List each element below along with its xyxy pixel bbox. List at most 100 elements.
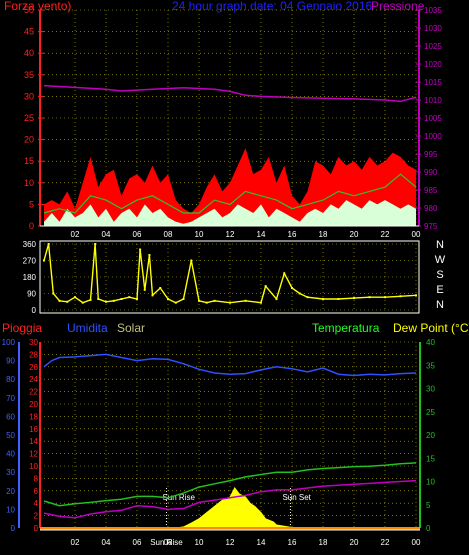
wind-light-area (44, 200, 416, 226)
humidity-axis-tick: 10 (29, 462, 38, 471)
temp-x-tick: 16 (288, 538, 297, 547)
rain-axis-tick: 20 (6, 487, 15, 496)
direction-axis-tick: 270 (23, 257, 37, 266)
wind-x-tick: 06 (133, 230, 142, 239)
humidity-line (43, 353, 417, 377)
temperature-header: Temperatura (312, 321, 380, 335)
humidity-axis-tick: 8 (34, 474, 39, 483)
direction-point (353, 297, 355, 300)
humidity-axis-tick: 14 (29, 437, 38, 446)
temperature-axis-tick: 30 (426, 385, 435, 394)
humidity-axis-tick: 0 (34, 524, 39, 533)
rain-axis-tick: 90 (6, 357, 15, 366)
humidity-header: Umidita (67, 321, 108, 335)
direction-point (97, 298, 100, 300)
rain-baseline (40, 527, 420, 530)
wind-axis-tick: 5 (29, 199, 34, 209)
direction-point (139, 248, 142, 251)
pressure-axis-tick: 995 (424, 150, 438, 159)
direction-point (148, 254, 151, 256)
direction-point (190, 259, 193, 262)
direction-point (213, 299, 216, 302)
direction-point (205, 301, 208, 304)
humidity-axis-tick: 4 (34, 499, 39, 508)
direction-point (306, 296, 309, 299)
temperature-axis-tick: 35 (426, 361, 435, 370)
temp-x-tick: 10 (195, 538, 204, 547)
direction-point (298, 292, 301, 295)
dewpoint-line (43, 479, 417, 519)
direction-point (81, 301, 84, 304)
direction-point (368, 296, 371, 299)
wind-axis-tick: 25 (24, 113, 34, 123)
temp-x-tick: 22 (381, 538, 390, 547)
humidity-axis-tick: 12 (29, 450, 38, 459)
direction-point (291, 287, 293, 289)
temperature-line (43, 462, 417, 507)
direction-point (159, 287, 162, 289)
wind-axis-tick: 0 (29, 221, 34, 231)
wind-axis-tick: 45 (24, 27, 34, 37)
temperature-axis-tick: 5 (426, 501, 431, 510)
direction-point (337, 298, 340, 300)
wind-axis-tick: 35 (24, 70, 34, 80)
temp-x-tick: 20 (350, 538, 359, 547)
wind-x-tick: 10 (195, 230, 204, 239)
temp-x-tick: 06 (133, 538, 142, 547)
solar-area (175, 486, 300, 529)
direction-point (47, 243, 50, 245)
direction-label: N (436, 239, 444, 251)
temperature-axis-tick: 10 (426, 478, 435, 487)
pressure-axis-tick: 1005 (424, 114, 442, 123)
temp-x-tick: 14 (257, 538, 266, 547)
wind-x-tick: 20 (350, 230, 359, 239)
rain-axis-tick: 80 (6, 375, 15, 384)
wind-x-tick: 02 (71, 230, 80, 239)
direction-point (58, 299, 61, 302)
direction-point (52, 292, 55, 295)
direction-point (384, 296, 386, 299)
direction-point (182, 298, 185, 300)
direction-point (120, 298, 123, 300)
temp-x-tick: 00 (412, 538, 421, 547)
humidity-axis-tick: 20 (29, 400, 38, 409)
pressure-axis-tick: 1035 (424, 6, 442, 15)
temperature-axis-tick: 20 (426, 431, 435, 440)
direction-point (264, 285, 267, 288)
wind-axis-tick: 40 (24, 48, 34, 58)
temp-x-tick: 18 (319, 538, 328, 547)
direction-point (275, 298, 278, 300)
rain-header: Pioggia (2, 321, 43, 335)
temp-x-tick: 08 (164, 538, 173, 547)
temp-x-tick: 12 (226, 538, 235, 547)
pressure-axis-tick: 1015 (424, 78, 442, 87)
rain-axis-tick: 10 (6, 505, 15, 514)
direction-point (89, 298, 92, 301)
direction-point (112, 299, 115, 302)
pressure-axis-tick: 1020 (424, 60, 442, 69)
direction-point (136, 298, 138, 300)
direction-point (151, 294, 154, 297)
wind-x-tick: 22 (381, 230, 390, 239)
direction-axis-tick: 360 (23, 240, 37, 249)
rain-axis-tick: 40 (6, 450, 15, 459)
pressure-axis-tick: 1025 (424, 42, 442, 51)
humidity-axis-tick: 2 (34, 512, 39, 521)
rain-axis-tick: 50 (6, 431, 15, 440)
temperature-axis-tick: 25 (426, 408, 435, 417)
pressure-axis-tick: 1030 (424, 24, 442, 33)
direction-point (105, 300, 107, 303)
wind-x-tick: 04 (102, 230, 111, 239)
dewpoint-header: Dew Point (°C) (393, 321, 469, 335)
direction-point (229, 301, 231, 304)
wind-axis-tick: 50 (24, 5, 34, 15)
direction-label: N (436, 299, 444, 311)
direction-point (198, 299, 200, 302)
temp-x-tick: 04 (102, 538, 111, 547)
temperature-axis-tick: 40 (426, 338, 435, 347)
wind-x-tick: 14 (257, 230, 266, 239)
direction-point (174, 301, 177, 304)
wind-axis-tick: 10 (24, 178, 34, 188)
wind-axis-tick: 15 (24, 156, 34, 166)
wind-x-tick: 08 (164, 230, 173, 239)
